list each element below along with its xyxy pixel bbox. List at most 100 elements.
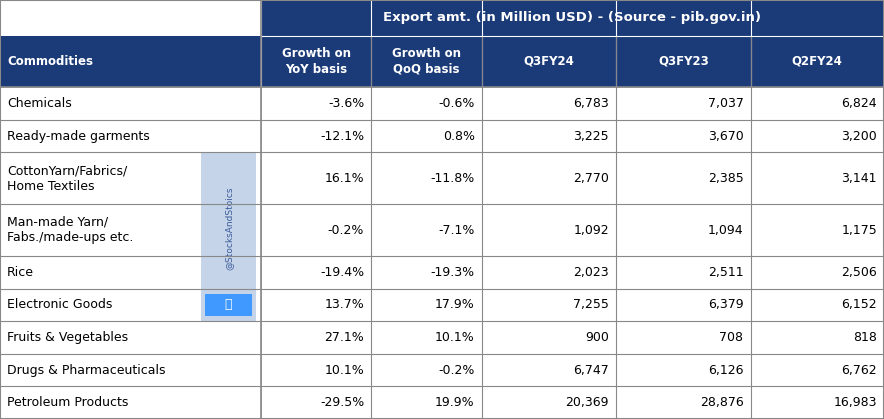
Bar [482, 321, 616, 354]
Bar [371, 354, 482, 386]
Bar [751, 87, 884, 120]
Text: Growth on
QoQ basis: Growth on QoQ basis [392, 47, 461, 76]
Text: 6,783: 6,783 [574, 97, 609, 110]
Bar [482, 120, 616, 153]
Text: -7.1%: -7.1% [438, 224, 475, 237]
Text: 10.1%: 10.1% [435, 331, 475, 344]
Bar [261, 321, 371, 354]
Bar [751, 204, 884, 256]
Text: 3,670: 3,670 [708, 130, 743, 143]
Bar [261, 153, 371, 204]
Text: CottonYarn/Fabrics/
Home Textiles: CottonYarn/Fabrics/ Home Textiles [7, 164, 127, 193]
Text: 1,175: 1,175 [842, 224, 877, 237]
Text: -19.4%: -19.4% [320, 266, 364, 279]
Bar [261, 386, 371, 419]
Text: Chemicals: Chemicals [7, 97, 72, 110]
Text: 3,225: 3,225 [574, 130, 609, 143]
Text: 2,770: 2,770 [573, 172, 609, 185]
Text: Man-made Yarn/
Fabs./made-ups etc.: Man-made Yarn/ Fabs./made-ups etc. [7, 216, 133, 244]
Bar [482, 256, 616, 289]
Text: Rice: Rice [7, 266, 34, 279]
Bar [0, 153, 261, 204]
Text: 6,824: 6,824 [842, 97, 877, 110]
Bar [616, 289, 751, 321]
Bar [0, 36, 261, 87]
Bar [201, 153, 256, 321]
Text: -0.6%: -0.6% [438, 97, 475, 110]
Text: 1,094: 1,094 [708, 224, 743, 237]
Text: -0.2%: -0.2% [438, 364, 475, 377]
Bar [482, 289, 616, 321]
Text: 28,876: 28,876 [700, 396, 743, 409]
Bar [261, 120, 371, 153]
Bar [371, 321, 482, 354]
Text: 6,379: 6,379 [708, 298, 743, 311]
Text: 6,152: 6,152 [842, 298, 877, 311]
Bar [751, 120, 884, 153]
Bar [616, 204, 751, 256]
Text: 13.7%: 13.7% [324, 298, 364, 311]
Bar [371, 36, 482, 87]
Bar [0, 0, 261, 36]
Text: @StocksAndStoics: @StocksAndStoics [224, 187, 233, 270]
Text: Growth on
YoY basis: Growth on YoY basis [281, 47, 351, 76]
Text: -12.1%: -12.1% [320, 130, 364, 143]
Text: 27.1%: 27.1% [324, 331, 364, 344]
Text: 3,200: 3,200 [842, 130, 877, 143]
Text: Ⓣ: Ⓣ [225, 298, 232, 311]
Text: 0.8%: 0.8% [443, 130, 475, 143]
Bar [751, 386, 884, 419]
Text: Q3FY23: Q3FY23 [658, 55, 709, 68]
Bar [751, 153, 884, 204]
Circle shape [207, 295, 250, 315]
Text: -19.3%: -19.3% [431, 266, 475, 279]
Text: Petroleum Products: Petroleum Products [7, 396, 128, 409]
Bar [0, 321, 261, 354]
Bar [482, 386, 616, 419]
Text: Commodities: Commodities [7, 55, 93, 68]
Text: Q3FY24: Q3FY24 [523, 55, 575, 68]
Text: Electronic Goods: Electronic Goods [7, 298, 112, 311]
Text: 16.1%: 16.1% [324, 172, 364, 185]
Bar [0, 386, 261, 419]
Bar [616, 36, 751, 87]
Bar [261, 354, 371, 386]
Text: 19.9%: 19.9% [435, 396, 475, 409]
Bar [371, 289, 482, 321]
Text: Ready-made garments: Ready-made garments [7, 130, 149, 143]
Bar [616, 256, 751, 289]
Bar [371, 87, 482, 120]
Text: 16,983: 16,983 [834, 396, 877, 409]
Text: Fruits & Vegetables: Fruits & Vegetables [7, 331, 128, 344]
Bar [261, 256, 371, 289]
Bar [482, 204, 616, 256]
Bar [261, 36, 371, 87]
Bar [205, 294, 252, 316]
Text: 900: 900 [585, 331, 609, 344]
Bar [482, 153, 616, 204]
Text: 20,369: 20,369 [566, 396, 609, 409]
Text: 7,037: 7,037 [707, 97, 743, 110]
Bar [0, 120, 261, 153]
Bar [261, 0, 884, 36]
Text: 17.9%: 17.9% [435, 298, 475, 311]
Bar [482, 87, 616, 120]
Bar [261, 289, 371, 321]
Bar [751, 36, 884, 87]
Bar [261, 204, 371, 256]
Bar [371, 386, 482, 419]
Text: Q2FY24: Q2FY24 [792, 55, 842, 68]
Bar [616, 354, 751, 386]
Bar [0, 87, 261, 120]
Bar [0, 256, 261, 289]
Bar [616, 87, 751, 120]
Text: 818: 818 [853, 331, 877, 344]
Text: 2,506: 2,506 [842, 266, 877, 279]
Bar [0, 289, 261, 321]
Bar [751, 321, 884, 354]
Text: 6,747: 6,747 [574, 364, 609, 377]
Bar [616, 321, 751, 354]
Bar [751, 289, 884, 321]
Bar [0, 204, 261, 256]
Bar [0, 354, 261, 386]
